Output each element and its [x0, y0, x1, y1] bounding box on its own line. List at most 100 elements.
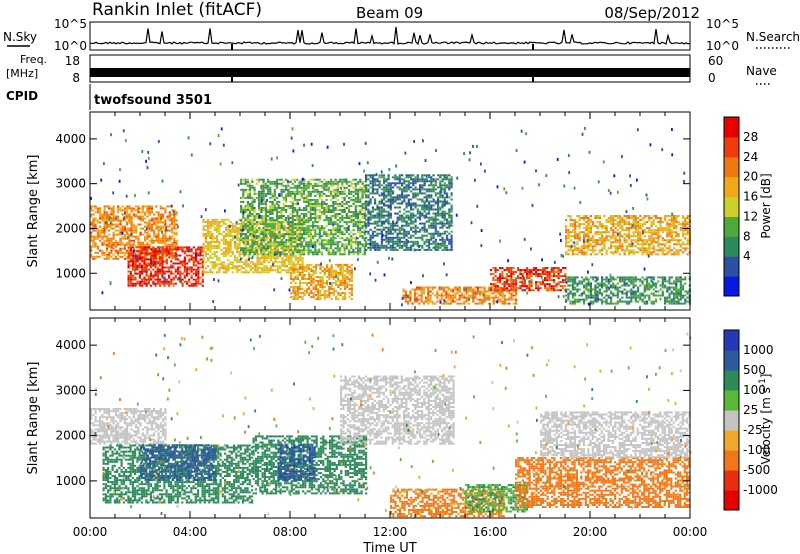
- heatmap-cell: [213, 218, 216, 221]
- heatmap-cell: [242, 182, 245, 185]
- heatmap-cell: [446, 220, 449, 223]
- heatmap-cell: [213, 247, 216, 250]
- heatmap-cell: [294, 194, 297, 197]
- heatmap-cell: [354, 239, 357, 242]
- heatmap-cell: [430, 236, 433, 239]
- heatmap-cell: [321, 213, 324, 215]
- heatmap-cell: [225, 218, 228, 221]
- heatmap-cell: [261, 271, 264, 274]
- heatmap-cell: [192, 252, 195, 255]
- heatmap-cell: [276, 255, 279, 258]
- heatmap-cell: [348, 253, 351, 256]
- heatmap-cell: [350, 247, 353, 250]
- heatmap-cell: [236, 259, 239, 262]
- heatmap-cell: [278, 243, 281, 246]
- heatmap-cell: [394, 228, 397, 231]
- heatmap-cell: [383, 176, 386, 179]
- heatmap-cell: [265, 265, 268, 268]
- heatmap-cell: [321, 241, 324, 244]
- heatmap-cell: [421, 176, 424, 179]
- heatmap-cell: [350, 241, 353, 244]
- heatmap-cell: [137, 241, 140, 244]
- heatmap-cell: [261, 255, 264, 258]
- heatmap-cell: [119, 241, 122, 244]
- heatmap-cell: [430, 196, 433, 199]
- heatmap-cell: [309, 213, 312, 215]
- heatmap-cell: [285, 241, 288, 244]
- heatmap-cell: [405, 204, 408, 207]
- heatmap-cell: [164, 219, 167, 222]
- heatmap-cell: [207, 224, 210, 227]
- heatmap-cell: [326, 290, 329, 293]
- heatmap-cell: [150, 219, 153, 222]
- heatmap-cell: [367, 246, 370, 249]
- heatmap-cell: [186, 246, 189, 249]
- heatmap-cell: [238, 237, 241, 239]
- heatmap-cell: [101, 215, 104, 218]
- heatmap-cell: [503, 289, 506, 292]
- heatmap-cell: [271, 223, 274, 226]
- heatmap-cell: [319, 267, 322, 270]
- heatmap-cell: [334, 190, 337, 193]
- heatmap-cell: [152, 274, 155, 277]
- heatmap-cell: [419, 180, 422, 183]
- heatmap-cell: [264, 184, 267, 187]
- heatmap-cell: [499, 300, 502, 303]
- heatmap-cell: [323, 269, 326, 272]
- heatmap-cell: [262, 253, 265, 256]
- heatmap-cell: [145, 284, 148, 287]
- heatmap-cell: [162, 213, 165, 216]
- heatmap-cell: [392, 224, 395, 227]
- heatmap-cell: [143, 248, 146, 251]
- heatmap-cell: [344, 294, 347, 297]
- heatmap-cell: [357, 215, 360, 217]
- heatmap-cell: [192, 262, 195, 265]
- heatmap-cell: [119, 229, 122, 232]
- heatmap-cell: [294, 249, 297, 252]
- heatmap-cell: [499, 275, 502, 278]
- heatmap-cell: [437, 204, 440, 207]
- heatmap-cell: [448, 248, 451, 251]
- heatmap-cell: [287, 239, 290, 242]
- heatmap-cell: [271, 227, 274, 230]
- heatmap-cell: [145, 262, 148, 265]
- heatmap-cell: [376, 190, 379, 193]
- heatmap-cell: [303, 273, 306, 276]
- heatmap-cell: [387, 182, 390, 185]
- heatmap-cell: [130, 223, 133, 226]
- heatmap-cell: [318, 209, 321, 211]
- heatmap-cell: [253, 200, 256, 203]
- heatmap-cell: [251, 251, 254, 254]
- heatmap-cell: [276, 241, 279, 244]
- heatmap-cell: [343, 221, 346, 224]
- heatmap-cell: [283, 263, 286, 266]
- heatmap-cell: [437, 230, 440, 233]
- heatmap-cell: [289, 237, 292, 240]
- heatmap-cell: [135, 245, 138, 248]
- heatmap-cell: [330, 184, 333, 187]
- heatmap-cell: [387, 174, 390, 177]
- heatmap-cell: [330, 198, 333, 201]
- heatmap-cell: [173, 227, 176, 230]
- heatmap-cell: [348, 188, 351, 191]
- heatmap-cell: [150, 264, 153, 267]
- heatmap-cell: [296, 188, 299, 191]
- heatmap-cell: [216, 226, 219, 229]
- heatmap-cell: [458, 290, 461, 293]
- heatmap-cell: [211, 261, 214, 264]
- heatmap-cell: [145, 272, 148, 275]
- heatmap-cell: [294, 231, 297, 234]
- heatmap-cell: [282, 205, 285, 207]
- heatmap-cell: [352, 229, 355, 232]
- heatmap-cell: [273, 219, 276, 222]
- heatmap-cell: [441, 248, 444, 251]
- heatmap-cell: [137, 239, 140, 242]
- heatmap-cell: [261, 269, 264, 272]
- heatmap-cell: [244, 233, 247, 236]
- heatmap-cell: [128, 229, 131, 232]
- heatmap-cell: [291, 235, 294, 238]
- heatmap-cell: [183, 250, 186, 253]
- heatmap-cell: [128, 205, 131, 208]
- heatmap-cell: [403, 220, 406, 223]
- heatmap-cell: [249, 253, 252, 256]
